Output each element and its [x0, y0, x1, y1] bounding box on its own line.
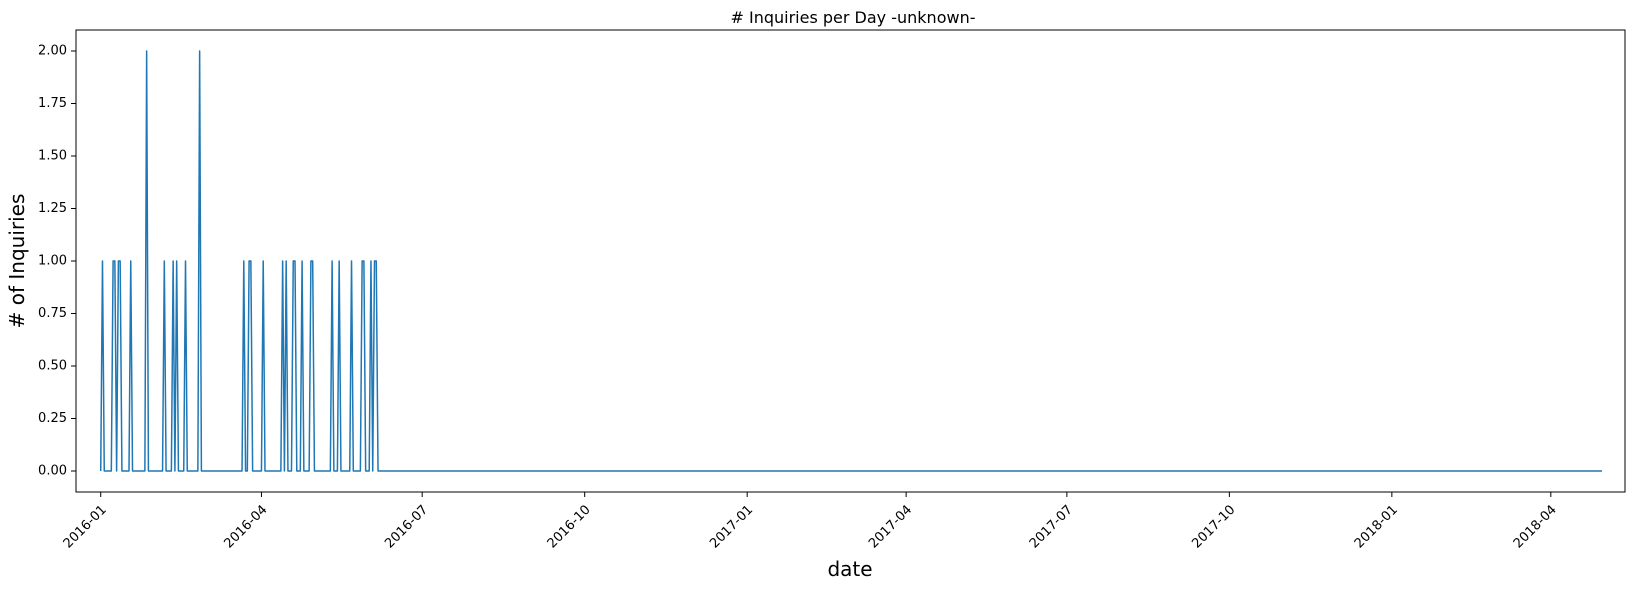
x-tick-label: 2016-04 [221, 502, 270, 551]
x-tick-label: 2016-10 [545, 502, 594, 551]
y-tick-label: 0.25 [38, 411, 67, 426]
x-tick-label: 2016-07 [382, 502, 431, 551]
y-tick-label: 0.00 [38, 464, 67, 479]
x-tick-label: 2018-01 [1352, 502, 1401, 551]
plot-series [99, 50, 1603, 472]
x-tick-label: 2017-01 [707, 502, 756, 551]
y-tick-label: 2.00 [38, 44, 67, 59]
x-axis-ticks: 2016-01 2016-04 2016-07 2016-10 2017-01 2017-… [61, 492, 1560, 551]
y-axis-ticks: 0.00 0.25 0.50 0.75 1.00 1.25 1.50 1.75 2.00 [38, 44, 76, 479]
y-tick-label: 1.25 [38, 201, 67, 216]
x-tick-label: 2016-01 [61, 502, 110, 551]
y-tick-label: 0.50 [38, 359, 67, 374]
y-tick-label: 1.75 [38, 96, 67, 111]
y-axis-title: # of Inquiries [5, 194, 29, 329]
y-tick-label: 1.50 [38, 149, 67, 164]
x-tick-label: 2017-07 [1027, 502, 1076, 551]
y-tick-label: 0.75 [38, 306, 67, 321]
series-line-0 [99, 50, 1603, 472]
plot-frame [75, 29, 1626, 493]
x-tick-label: 2017-04 [866, 502, 915, 551]
x-axis-title: date [827, 557, 872, 581]
x-tick-label: 2017-10 [1189, 502, 1238, 551]
x-tick-label: 2018-04 [1511, 502, 1560, 551]
chart-title: # Inquiries per Day -unknown- [731, 8, 976, 27]
y-tick-label: 1.00 [38, 254, 67, 269]
